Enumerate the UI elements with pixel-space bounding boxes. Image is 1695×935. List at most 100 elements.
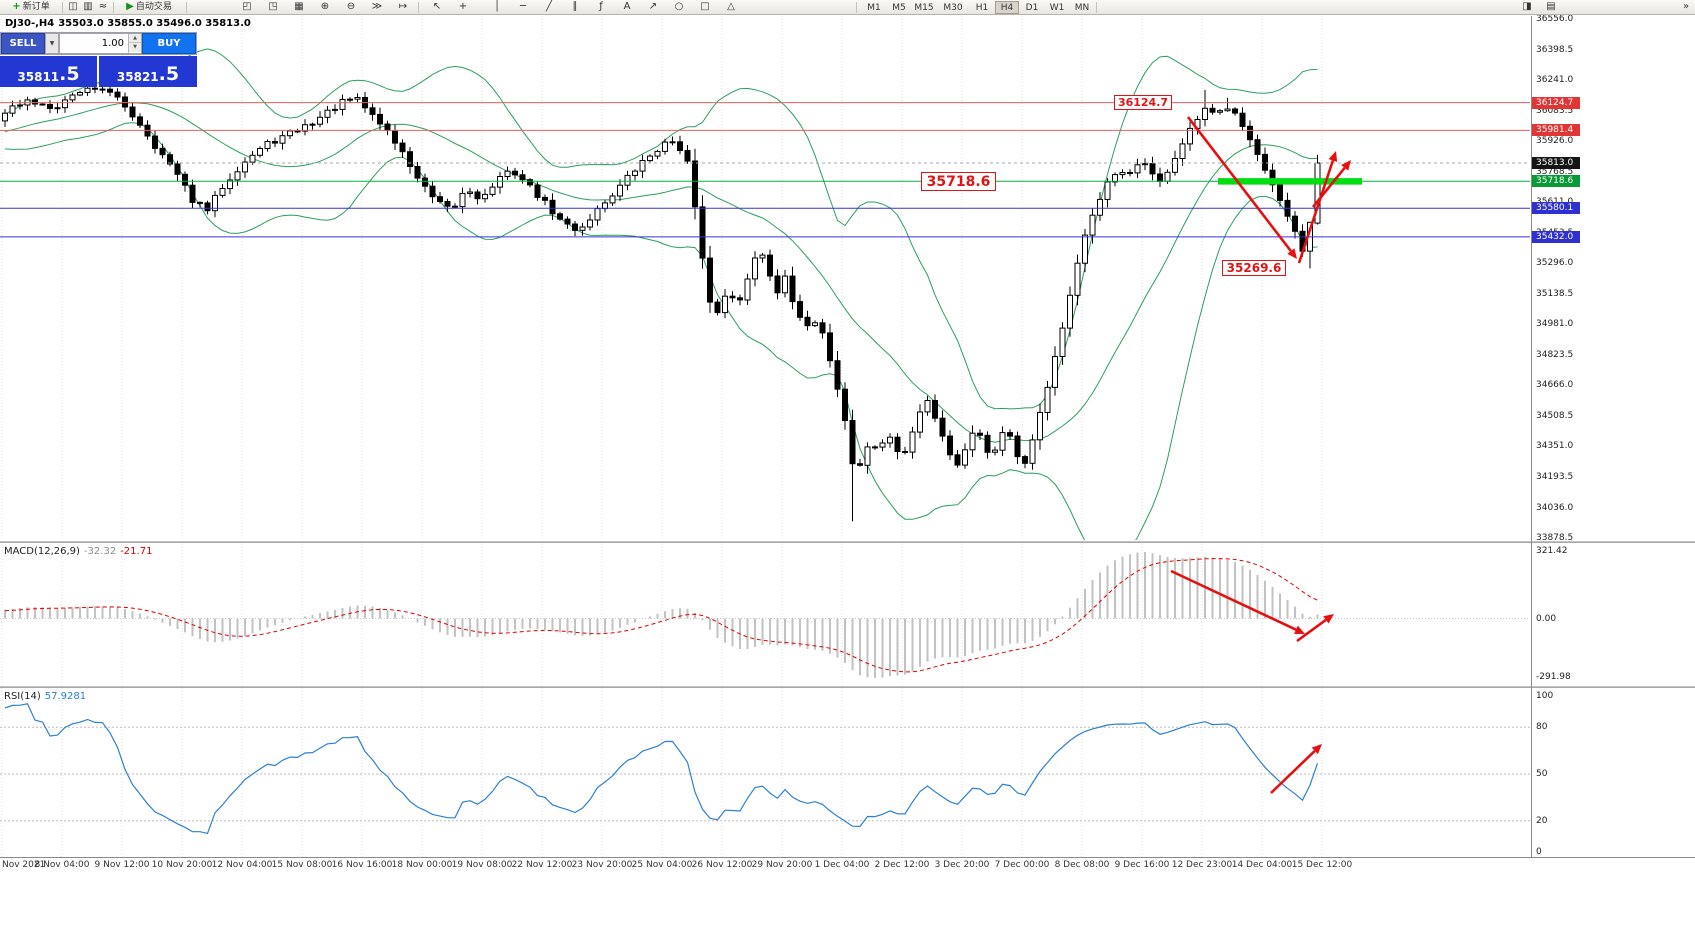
timeframe-button-H4[interactable]: H4 [995,1,1019,14]
rsi-axis-label: 50 [1536,769,1548,779]
new-order-button[interactable]: + 新订单 [12,1,50,12]
channel-tool-icon: ∥ [572,1,578,12]
symbol-period-label: DJ30-,H4 [5,18,55,29]
chart-window[interactable]: DJ30-,H4 35503.0 35855.0 35496.0 35813.0 … [0,14,1695,935]
time-axis-label: 19 Nov 08:00 [451,860,513,870]
bar-chart-button[interactable]: ▥ [81,1,95,14]
price-axis-label: 34666.0 [1536,380,1574,391]
price-axis-label: 35296.0 [1536,258,1574,269]
time-axis-label: 10 Nov 20:00 [151,860,213,870]
tile-windows-button[interactable]: ◰ [240,1,254,14]
time-axis-label: 22 Nov 12:00 [511,860,573,870]
price-axis-tag: 36124.7 [1532,96,1580,109]
pane-splitter-macd[interactable] [0,541,1695,543]
timeframe-button-M30[interactable]: M30 [943,3,963,13]
timeframe-button-M15[interactable]: M15 [914,3,934,13]
price-axis-separator [1531,16,1532,857]
time-axis-label: 18 Nov 00:00 [391,860,453,870]
volume-input[interactable] [60,34,126,53]
rsi-title: RSI(14) [4,691,41,702]
timeframe-button-M5[interactable]: M5 [892,3,906,13]
time-axis-label: 1 Dec 04:00 [814,860,870,870]
chart-ohlc-readout: DJ30-,H4 35503.0 35855.0 35496.0 35813.0 [5,18,255,29]
trendline-tool-icon: ╱ [545,1,553,12]
tile-windows-icon: ◰ [242,1,252,12]
volume-dropdown-button[interactable]: ▼ [45,33,59,54]
cursor-tool-button[interactable]: ↖ [430,1,444,14]
rsi-axis-label: 80 [1536,722,1548,733]
text-tool-icon: A [623,1,631,12]
sell-button[interactable]: SELL [1,33,45,54]
timeframe-button-M1[interactable]: M1 [867,3,881,13]
price-axis-label: 35926.0 [1536,136,1574,147]
rsi-canvas[interactable] [0,689,1530,856]
ellipse-tool-button[interactable]: ○ [672,1,686,14]
price-axis-label: 34981.0 [1536,319,1574,330]
price-axis-label: 36556.0 [1536,14,1574,24]
volume-field: ▲ ▼ [59,33,142,54]
data-window-button[interactable]: ◨ [1520,1,1534,14]
vertical-line-tool-button[interactable]: │ [490,1,504,14]
zoom-out-button[interactable]: ⊖ [344,1,358,14]
macd-canvas[interactable] [0,544,1530,684]
annotation-price-zone[interactable]: 35718.6 [921,172,996,191]
zoom-out-icon: ⊖ [346,1,356,12]
chevron-down-icon: ▼ [49,40,55,47]
volume-decrease-button[interactable]: ▼ [129,43,141,52]
price-axis-label: 36241.0 [1536,75,1574,86]
auto-scroll-button[interactable]: ≫ [370,1,384,14]
navigator-icon: ▤ [1546,1,1556,12]
timeframe-button-W1[interactable]: W1 [1049,3,1065,13]
fibonacci-tool-button[interactable]: ƒ [594,1,608,14]
main-chart-canvas[interactable] [0,16,1530,540]
price-axis-tag: 35580.1 [1532,202,1580,215]
arrow-tool-button[interactable]: ↗ [646,1,660,14]
cascade-windows-button[interactable]: ◳ [266,1,280,14]
price-axis-label: 35453.5 [1536,227,1574,238]
price-axis-tag: 35813.0 [1532,157,1580,169]
sell-price-display[interactable]: 35811.5 [0,56,97,87]
line-chart-button[interactable]: ≈ [96,1,110,14]
annotation-price-peak[interactable]: 36124.7 [1114,95,1172,110]
auto-trading-button[interactable]: ▶ 自动交易 [126,1,172,12]
toolbar-separator [418,2,419,13]
buy-price-display[interactable]: 35821.5 [99,56,197,87]
timeframe-button-MN[interactable]: MN [1074,3,1090,13]
horizontal-line-tool-button[interactable]: ─ [516,1,530,14]
zoom-in-button[interactable]: ⊕ [318,1,332,14]
toolbar-separator [1096,2,1097,13]
time-axis-label: 29 Nov 20:00 [751,860,813,870]
annotation-price-low[interactable]: 35269.6 [1222,260,1286,276]
price-axis-tag: 35981.4 [1532,124,1580,137]
horizontal-line-tool-icon: ─ [519,1,527,12]
chart-shift-button[interactable]: ↦ [396,1,410,14]
triangle-tool-button[interactable]: △ [724,1,738,14]
crosshair-tool-button[interactable]: + [456,1,470,14]
time-axis-label: 12 Nov 04:00 [211,860,273,870]
toolbar-overflow-button[interactable]: » [1680,1,1692,14]
rectangle-tool-button[interactable]: □ [698,1,712,14]
candlestick-chart-button[interactable]: ◫ [66,1,80,14]
trendline-tool-button[interactable]: ╱ [542,1,556,14]
grid-toggle-button[interactable]: ▦ [292,1,306,14]
grid-toggle-icon: ▦ [294,1,304,12]
price-axis-label: 34823.5 [1536,349,1574,360]
data-window-icon: ◨ [1522,1,1532,12]
rsi-axis-label: 0 [1536,847,1542,857]
time-axis-label: 12 Dec 23:00 [1171,860,1233,870]
price-axis-tag: 35432.0 [1532,230,1580,243]
navigator-button[interactable]: ▤ [1544,1,1558,14]
candlestick-chart-icon: ◫ [68,1,78,12]
text-tool-button[interactable]: A [620,1,634,14]
pane-splitter-rsi[interactable] [0,686,1695,688]
time-axis-label: 9 Nov 12:00 [94,860,150,870]
timeframe-button-H1[interactable]: H1 [975,3,989,13]
price-axis-label: 36083.5 [1536,105,1574,116]
time-axis-label: 3 Dec 20:00 [934,860,990,870]
price-axis-label: 34508.5 [1536,410,1574,421]
channel-tool-button[interactable]: ∥ [568,1,582,14]
timeframe-button-D1[interactable]: D1 [1025,3,1039,13]
buy-button[interactable]: BUY [142,33,196,54]
one-click-trade-panel: SELL ▼ ▲ ▼ BUY 35811.5 35821.5 [0,32,197,87]
volume-increase-button[interactable]: ▲ [129,34,141,43]
